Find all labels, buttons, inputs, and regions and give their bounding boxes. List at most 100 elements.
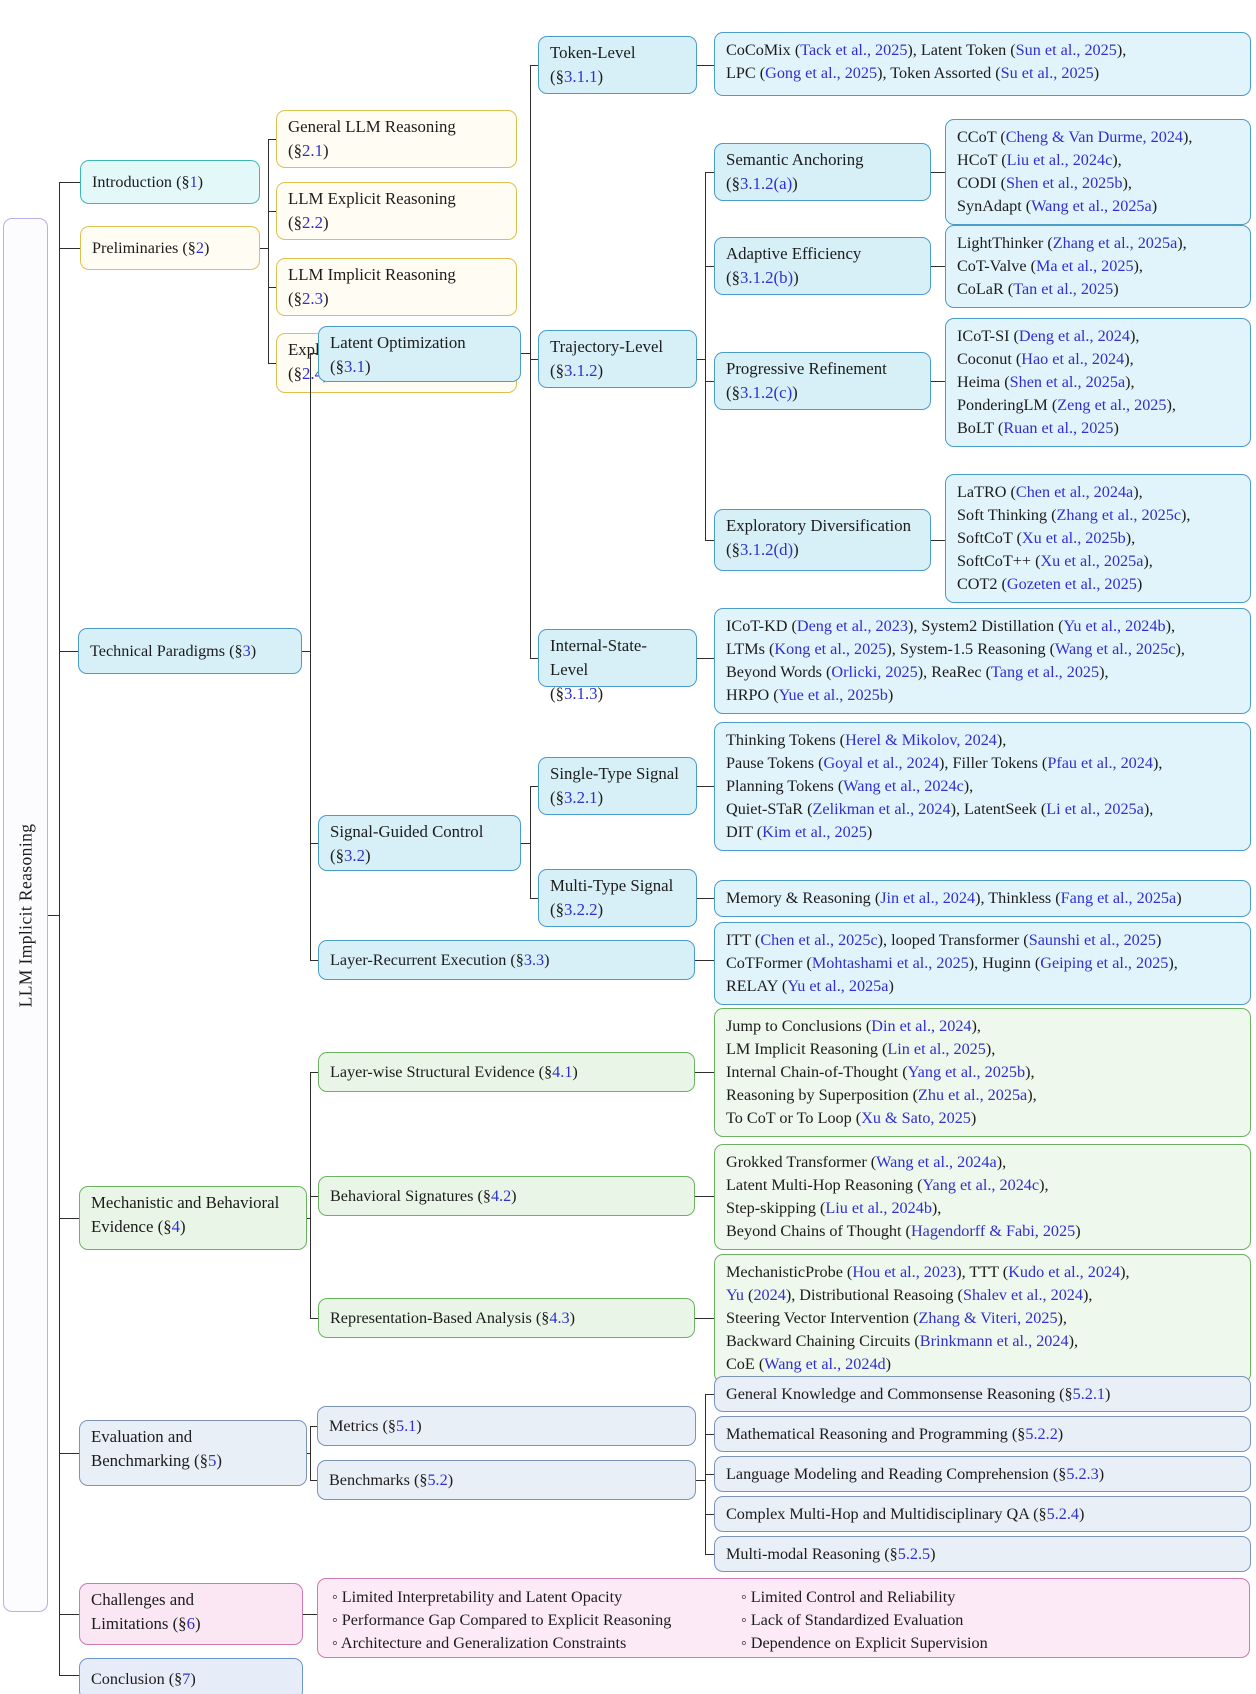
ref-link[interactable]: 3.1.2(d) [739, 540, 794, 559]
node-behavioral-signatures[interactable]: Behavioral Signatures (§4.2) [318, 1176, 695, 1216]
ref-link[interactable]: Zhang & Viteri, 2025 [918, 1309, 1058, 1327]
node-exploratory-diversification[interactable]: Exploratory Diversification (§3.1.2(d)) [714, 509, 931, 571]
node-single-type-signal[interactable]: Single-Type Signal (§3.2.1) [538, 757, 697, 815]
ref-link[interactable]: Hao et al., 2024 [1021, 350, 1125, 368]
node-language-modeling-reading[interactable]: Language Modeling and Reading Comprehens… [714, 1456, 1251, 1492]
ref-link[interactable]: Geiping et al., 2025 [1040, 954, 1169, 972]
node-adaptive-efficiency[interactable]: Adaptive Efficiency (§3.1.2(b)) [714, 237, 931, 295]
ref-link[interactable]: Sun et al., 2025 [1015, 41, 1117, 59]
ref-link[interactable]: Jin et al., 2024 [880, 889, 976, 907]
ref-link[interactable]: Wang et al., 2024d [764, 1355, 886, 1373]
ref-link[interactable]: Kim et al., 2025 [762, 823, 867, 841]
node-conclusion[interactable]: Conclusion (§7) [79, 1658, 303, 1694]
ref-link[interactable]: Yu et al., 2025a [787, 977, 889, 995]
ref-link[interactable]: 3.3 [523, 950, 545, 969]
ref-link[interactable]: Deng et al., 2023 [796, 617, 908, 635]
ref-link[interactable]: 2.2 [301, 213, 323, 232]
node-semantic-anchoring[interactable]: Semantic Anchoring (§3.1.2(a)) [714, 143, 931, 201]
node-general-llm-reasoning[interactable]: General LLM Reasoning (§2.1) [276, 110, 517, 168]
node-preliminaries[interactable]: Preliminaries (§2) [80, 226, 260, 270]
node-latent-optimization[interactable]: Latent Optimization (§3.1) [318, 326, 521, 382]
ref-link[interactable]: Shalev et al., 2024 [962, 1286, 1083, 1304]
ref-link[interactable]: 2.1 [301, 141, 323, 160]
ref-link[interactable]: 2 [195, 238, 204, 257]
ref-link[interactable]: 3.2 [343, 846, 365, 865]
ref-link[interactable]: 2.4 [301, 364, 323, 383]
ref-link[interactable]: Wang et al., 2025a [1031, 197, 1152, 215]
node-technical-paradigms[interactable]: Technical Paradigms (§3) [78, 628, 302, 674]
node-trajectory-level[interactable]: Trajectory-Level (§3.1.2) [538, 330, 697, 388]
ref-link[interactable]: Wang et al., 2024a [876, 1153, 997, 1171]
ref-link[interactable]: Ma et al., 2025 [1035, 257, 1134, 275]
ref-link[interactable]: Yu et al., 2024b [1063, 617, 1166, 635]
ref-link[interactable]: 5 [207, 1451, 217, 1470]
ref-link[interactable]: 3.1.2(a) [739, 174, 793, 193]
ref-link[interactable]: 3.1.2 [563, 361, 598, 380]
node-layerwise-structural-evidence[interactable]: Layer-wise Structural Evidence (§4.1) [318, 1052, 695, 1092]
ref-link[interactable]: Wang et al., 2024c [843, 777, 964, 795]
ref-link[interactable]: Zeng et al., 2025 [1057, 396, 1167, 414]
ref-link[interactable]: 5.2.1 [1072, 1384, 1105, 1403]
ref-link[interactable]: 5.2.4 [1046, 1504, 1079, 1523]
ref-link[interactable]: Chen et al., 2025c [760, 931, 878, 949]
node-evaluation-benchmarking[interactable]: Evaluation and Benchmarking (§5) [79, 1420, 307, 1486]
ref-link[interactable]: Mohtashami et al., 2025 [811, 954, 969, 972]
ref-link[interactable]: Kudo et al., 2024 [1008, 1263, 1121, 1281]
node-signal-guided-control[interactable]: Signal-Guided Control (§3.2) [318, 815, 521, 871]
node-progressive-refinement[interactable]: Progressive Refinement (§3.1.2(c)) [714, 352, 931, 410]
ref-link[interactable]: Lin et al., 2025 [887, 1040, 986, 1058]
ref-link[interactable]: Kong et al., 2025 [774, 640, 887, 658]
node-introduction[interactable]: Introduction (§1) [80, 160, 260, 204]
ref-link[interactable]: 5.2.5 [897, 1544, 931, 1563]
node-internal-state-level[interactable]: Internal-State-Level (§3.1.3) [538, 629, 697, 703]
ref-link[interactable]: Zhu et al., 2025a [918, 1086, 1028, 1104]
ref-link[interactable]: 5.2 [427, 1470, 448, 1489]
node-token-level[interactable]: Token-Level (§3.1.1) [538, 36, 697, 94]
ref-link[interactable]: Yang et al., 2025b [907, 1063, 1026, 1081]
ref-link[interactable]: 3.1.1 [563, 67, 598, 86]
node-representation-based-analysis[interactable]: Representation-Based Analysis (§4.3) [318, 1298, 695, 1338]
ref-link[interactable]: 2.3 [301, 289, 323, 308]
ref-link[interactable]: Yang et al., 2024c [922, 1176, 1040, 1194]
ref-link[interactable]: 3.1 [343, 357, 365, 376]
node-general-knowledge-commonsense[interactable]: General Knowledge and Commonsense Reason… [714, 1376, 1251, 1412]
ref-link[interactable]: Ruan et al., 2025 [1003, 419, 1114, 437]
ref-link[interactable]: Shen et al., 2025a [1009, 373, 1126, 391]
ref-link[interactable]: Shen et al., 2025b [1006, 174, 1123, 192]
ref-link[interactable]: Fang et al., 2025a [1060, 889, 1177, 907]
node-llm-explicit-reasoning[interactable]: LLM Explicit Reasoning (§2.2) [276, 182, 517, 240]
node-llm-implicit-reasoning[interactable]: LLM Implicit Reasoning (§2.3) [276, 258, 517, 316]
ref-link[interactable]: Zhang et al., 2025c [1056, 506, 1182, 524]
ref-link[interactable]: 3.1.2(c) [739, 383, 793, 402]
ref-link[interactable]: 3.1.3 [563, 684, 598, 703]
ref-link[interactable]: Cheng & Van Durme, 2024 [1005, 128, 1184, 146]
ref-link[interactable]: Zhang et al., 2025a [1052, 234, 1178, 252]
ref-link[interactable]: Saunshi et al., 2025 [1028, 931, 1156, 949]
ref-link[interactable]: Liu et al., 2024b [825, 1199, 932, 1217]
ref-link[interactable]: Xu et al., 2025a [1040, 552, 1144, 570]
ref-link[interactable]: 3.2.1 [563, 788, 598, 807]
ref-link[interactable]: Xu & Sato, 2025 [861, 1109, 971, 1127]
node-benchmarks[interactable]: Benchmarks (§5.2) [317, 1460, 696, 1500]
ref-link[interactable]: 6 [186, 1614, 195, 1633]
ref-link[interactable]: Gozeten et al., 2025 [1006, 575, 1137, 593]
ref-link[interactable]: 5.2.2 [1025, 1424, 1058, 1443]
ref-link[interactable]: Tang et al., 2025 [991, 663, 1100, 681]
ref-link[interactable]: 2024 [753, 1286, 786, 1304]
ref-link[interactable]: 3.2.2 [563, 900, 598, 919]
ref-link[interactable]: Hagendorff & Fabi, 2025 [910, 1222, 1076, 1240]
ref-link[interactable]: 3.1.2(b) [739, 268, 794, 287]
ref-link[interactable]: Xu et al., 2025b [1021, 529, 1126, 547]
ref-link[interactable]: Tack et al., 2025 [800, 41, 908, 59]
ref-link[interactable]: Deng et al., 2024 [1018, 327, 1130, 345]
ref-link[interactable]: Liu et al., 2024c [1006, 151, 1113, 169]
ref-link[interactable]: 4 [171, 1217, 180, 1236]
ref-link[interactable]: Pfau et al., 2024 [1047, 754, 1153, 772]
ref-link[interactable]: Chen et al., 2024a [1015, 483, 1134, 501]
node-complex-multihop-qa[interactable]: Complex Multi-Hop and Multidisciplinary … [714, 1496, 1251, 1532]
ref-link[interactable]: Su et al., 2025 [1000, 64, 1094, 82]
node-math-reasoning-programming[interactable]: Mathematical Reasoning and Programming (… [714, 1416, 1251, 1452]
ref-link[interactable]: Goyal et al., 2024 [823, 754, 940, 772]
ref-link[interactable]: 7 [182, 1669, 191, 1688]
ref-link[interactable]: Hou et al., 2023 [852, 1263, 957, 1281]
